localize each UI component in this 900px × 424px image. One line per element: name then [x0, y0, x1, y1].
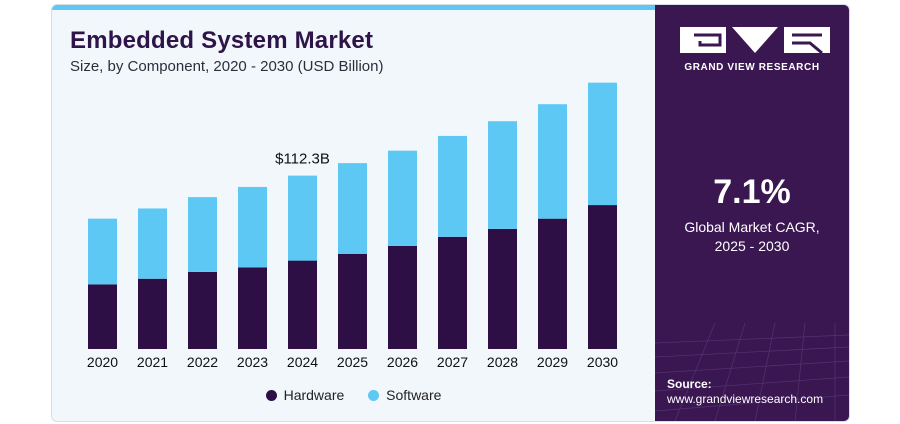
bar-hardware-2023 — [238, 267, 267, 349]
chart-title: Embedded System Market — [70, 27, 374, 54]
bar-hardware-2029 — [538, 218, 567, 349]
bar-software-2021 — [138, 208, 167, 279]
accent-bar — [52, 5, 655, 10]
bar-hardware-2030 — [588, 205, 617, 349]
bar-software-2029 — [538, 104, 567, 219]
bar-hardware-2028 — [488, 228, 517, 349]
legend-swatch-hardware — [265, 389, 277, 401]
decorative-grid — [655, 323, 849, 421]
bar-software-2023 — [238, 186, 267, 268]
x-tick-label-2025: 2025 — [337, 354, 368, 370]
grand-view-research-logo — [680, 27, 830, 55]
bar-software-2025 — [338, 163, 367, 254]
bar-software-2020 — [88, 218, 117, 285]
x-tick-label-2027: 2027 — [437, 354, 468, 370]
data-label-2024: $112.3B — [275, 151, 330, 168]
bar-hardware-2027 — [438, 236, 467, 349]
x-tick-label-2028: 2028 — [487, 354, 518, 370]
x-tick-label-2026: 2026 — [387, 354, 418, 370]
x-tick-label-2021: 2021 — [137, 354, 168, 370]
legend-item-hardware: Hardware — [265, 387, 345, 403]
bar-hardware-2024 — [288, 260, 317, 349]
bar-hardware-2026 — [388, 245, 417, 349]
bar-hardware-2020 — [88, 284, 117, 349]
legend-label-hardware: Hardware — [283, 387, 345, 403]
cagr-label: Global Market CAGR, 2025 - 2030 — [655, 218, 849, 256]
bar-software-2027 — [438, 135, 467, 237]
x-tick-label-2024: 2024 — [287, 354, 318, 370]
brand-name: GRAND VIEW RESEARCH — [684, 62, 820, 73]
x-tick-label-2020: 2020 — [87, 354, 118, 370]
chart-panel: Embedded System Market Size, by Componen… — [52, 5, 655, 421]
legend: Hardware Software — [52, 387, 655, 404]
cagr-value: 7.1% — [713, 173, 791, 211]
source-label: Source: — [667, 377, 712, 391]
bar-hardware-2022 — [188, 271, 217, 349]
bar-software-2024 — [288, 175, 317, 261]
chart-subtitle: Size, by Component, 2020 - 2030 (USD Bil… — [70, 58, 384, 75]
source-url: www.grandviewresearch.com — [667, 392, 824, 406]
bar-hardware-2021 — [138, 278, 167, 349]
x-tick-label-2023: 2023 — [237, 354, 268, 370]
bar-software-2028 — [488, 121, 517, 229]
bar-software-2022 — [188, 197, 217, 272]
bar-hardware-2025 — [338, 253, 367, 349]
bar-software-2026 — [388, 150, 417, 246]
bar-software-2030 — [588, 82, 617, 206]
bar-chart: 2020 2021 2022 2023 2024 $112.3B 2025 2026 2027 2… — [87, 82, 618, 370]
legend-label-software: Software — [386, 387, 442, 403]
info-sidebar: GRAND VIEW RESEARCH 7.1% Global Market C… — [655, 5, 849, 421]
source-note: Source: www.grandviewresearch.com — [667, 377, 823, 407]
cagr-label-line2: 2025 - 2030 — [714, 238, 790, 254]
chart-card: Embedded System Market Size, by Componen… — [51, 4, 850, 422]
x-tick-label-2029: 2029 — [537, 354, 568, 370]
cagr-label-line1: Global Market CAGR, — [684, 219, 820, 235]
x-tick-label-2030: 2030 — [587, 354, 618, 370]
legend-item-software: Software — [368, 387, 441, 403]
x-tick-label-2022: 2022 — [187, 354, 218, 370]
legend-swatch-software — [368, 389, 380, 401]
